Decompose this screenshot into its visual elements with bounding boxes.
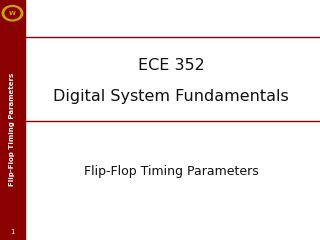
Text: W: W	[9, 11, 16, 16]
Text: 1: 1	[10, 229, 15, 235]
Text: Flip-Flop Timing Parameters: Flip-Flop Timing Parameters	[84, 165, 259, 178]
Bar	[0, 0, 25, 240]
Text: Digital System Fundamentals: Digital System Fundamentals	[53, 89, 289, 103]
Text: ECE 352: ECE 352	[138, 59, 204, 73]
Circle shape	[5, 8, 20, 19]
Text: Flip-Flop Timing Parameters: Flip-Flop Timing Parameters	[10, 73, 15, 186]
Circle shape	[2, 6, 23, 21]
